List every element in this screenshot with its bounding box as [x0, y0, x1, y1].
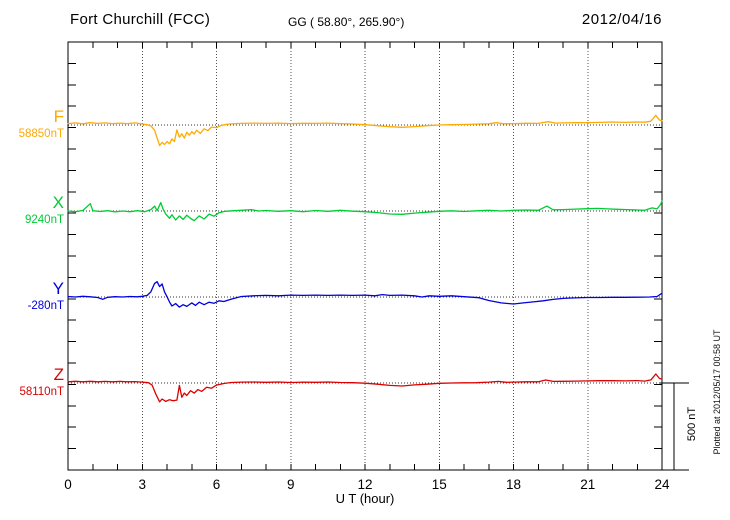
component-label-X: X 9240nT [0, 194, 64, 227]
trace-F [67, 114, 663, 147]
trace-Y [67, 281, 663, 308]
plot-date: 2012/04/16 [581, 11, 662, 28]
component-baseline-Z: 58110nT [19, 386, 64, 398]
x-tick-label: 15 [432, 477, 447, 492]
component-baseline-F: 58850nT [18, 128, 64, 140]
geographic-coordinates: GG ( 58.80°, 265.90°) [288, 15, 405, 29]
component-letter-X: X [52, 193, 64, 212]
component-letter-Y: Y [52, 279, 64, 298]
station-title: Fort Churchill (FCC) [70, 11, 211, 28]
trace-Z [67, 373, 663, 403]
component-label-Z: Z 58110nT [0, 366, 64, 399]
x-axis-title: U T (hour) [335, 491, 395, 506]
x-tick-label: 24 [654, 477, 670, 492]
component-label-Y: Y -280nT [0, 280, 64, 313]
component-baseline-Y: -280nT [27, 300, 64, 312]
component-letter-F: F [53, 107, 64, 126]
x-tick-label: 3 [138, 477, 146, 492]
trace-X [67, 200, 663, 222]
plotted-at-timestamp: Plotted at 2012/05/17 00:58 UT [712, 329, 722, 455]
x-tick-label: 6 [213, 477, 221, 492]
component-baseline-X: 9240nT [24, 214, 64, 226]
component-letter-Z: Z [53, 365, 64, 384]
x-tick-label: 21 [580, 477, 595, 492]
component-label-F: F 58850nT [0, 108, 64, 141]
scale-bar-label: 500 nT [686, 406, 698, 442]
x-tick-label: 9 [287, 477, 295, 492]
x-tick-label: 18 [506, 477, 521, 492]
x-tick-label: 0 [64, 477, 72, 492]
x-tick-label: 12 [357, 477, 372, 492]
